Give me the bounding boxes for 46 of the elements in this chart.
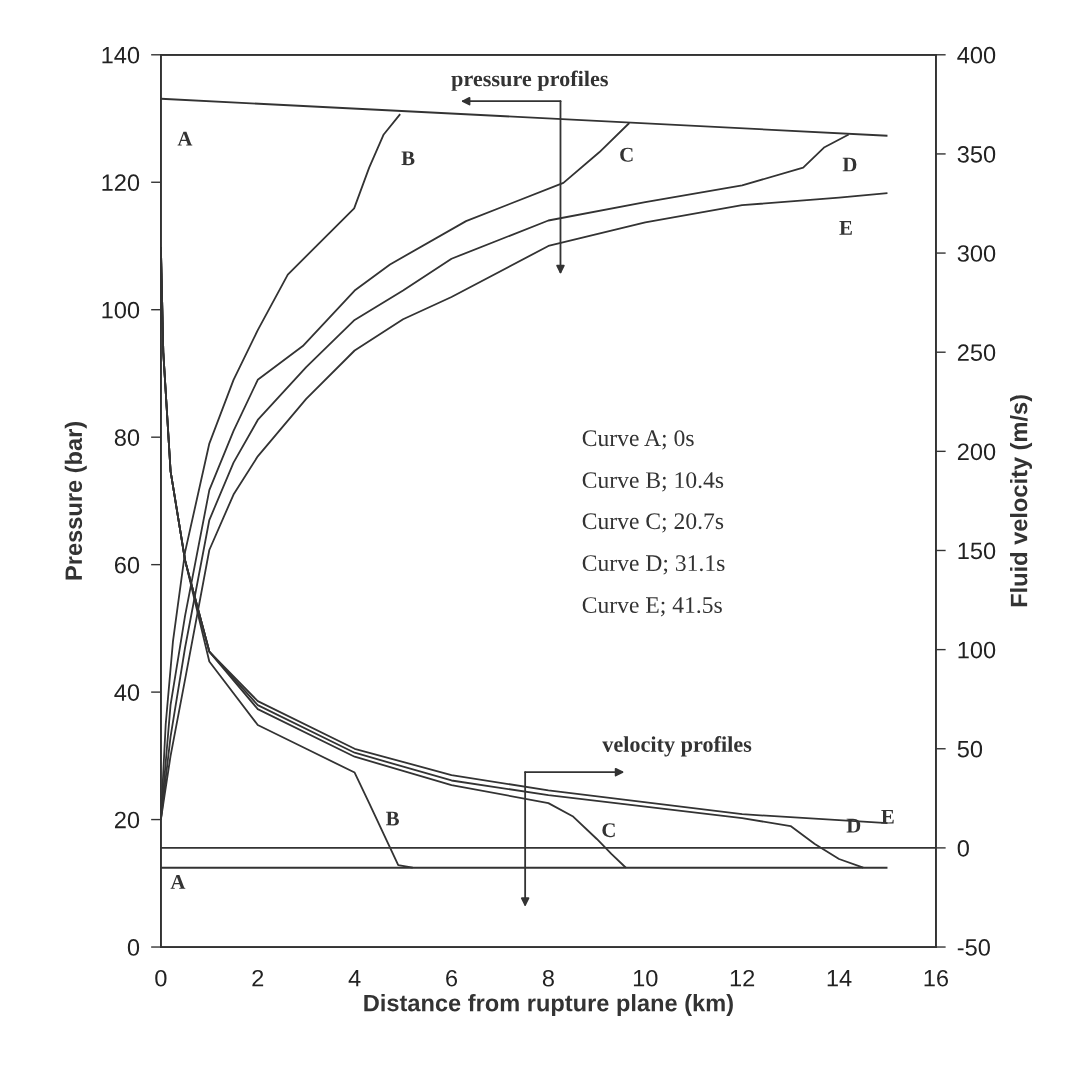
x-tick-label: 0 (155, 969, 167, 987)
y2-tick-label: 250 (957, 344, 996, 361)
annotation: Curve E; 41.5s (582, 597, 722, 617)
x-axis-title: Distance from rupture plane (km) (364, 994, 733, 1017)
y-tick-label: 20 (114, 811, 140, 829)
annotation: B (401, 151, 415, 166)
y2-tick-label: 0 (957, 839, 969, 857)
y2-tick-label: 400 (957, 46, 996, 64)
y2-tick-label: 350 (957, 146, 996, 163)
y-tick-label: 140 (102, 46, 140, 64)
annotation: E (839, 221, 852, 235)
annotation: D (842, 157, 857, 172)
annotation: Curve D; 31.1s (582, 555, 725, 575)
y-tick-label: 120 (102, 174, 140, 192)
y-tick-label: 100 (102, 301, 140, 319)
x-tick-label: 10 (633, 969, 658, 987)
y2-tick-label: 300 (957, 245, 996, 262)
x-tick-label: 14 (827, 970, 852, 987)
annotation: E (881, 809, 894, 824)
annotation: pressure profiles (451, 70, 608, 91)
x-tick-label: 16 (924, 969, 948, 987)
x-tick-label: 2 (252, 969, 264, 987)
x-tick-label: 8 (542, 969, 554, 987)
annotation: Curve A; 0s (582, 430, 694, 450)
annotation: B (386, 811, 399, 826)
y2-axis-title: Fluid velocity (m/s) (1010, 395, 1033, 607)
y2-tick-label: 150 (958, 542, 996, 560)
y-tick-label: 60 (114, 556, 140, 574)
x-tick-label: 4 (348, 970, 361, 987)
y-tick-label: 80 (114, 429, 140, 446)
y2-tick-label: 100 (958, 641, 996, 659)
annotation: A (170, 874, 186, 889)
annotation: Curve B; 10.4s (582, 472, 724, 492)
y-tick-label: 0 (127, 939, 140, 956)
annotation: Curve C; 20.7s (582, 513, 724, 533)
annotation: C (620, 147, 633, 162)
y2-tick-label: -50 (957, 939, 990, 956)
y-tick-label: 40 (114, 684, 140, 701)
annotation: velocity profiles (602, 736, 752, 757)
y-axis-title: Pressure (bar) (64, 422, 87, 580)
y2-tick-label: 200 (957, 443, 996, 461)
annotation: C (602, 823, 615, 838)
annotation: A (177, 131, 193, 146)
x-tick-label: 12 (730, 969, 755, 987)
x-tick-label: 6 (446, 969, 458, 987)
y2-tick-label: 50 (957, 740, 983, 758)
